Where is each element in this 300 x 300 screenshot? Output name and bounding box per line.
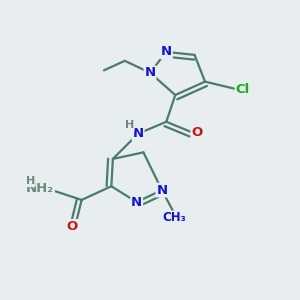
Text: N: N bbox=[161, 45, 172, 58]
Text: N: N bbox=[131, 196, 142, 208]
Text: CH₃: CH₃ bbox=[162, 211, 186, 224]
Text: O: O bbox=[67, 220, 78, 233]
Text: N: N bbox=[133, 127, 144, 140]
Text: H: H bbox=[124, 120, 134, 130]
Text: NH₂: NH₂ bbox=[26, 182, 54, 195]
Text: Cl: Cl bbox=[236, 82, 250, 96]
Text: N: N bbox=[144, 66, 156, 79]
Text: H: H bbox=[26, 176, 35, 186]
Text: O: O bbox=[191, 126, 203, 139]
Text: N: N bbox=[156, 184, 167, 196]
